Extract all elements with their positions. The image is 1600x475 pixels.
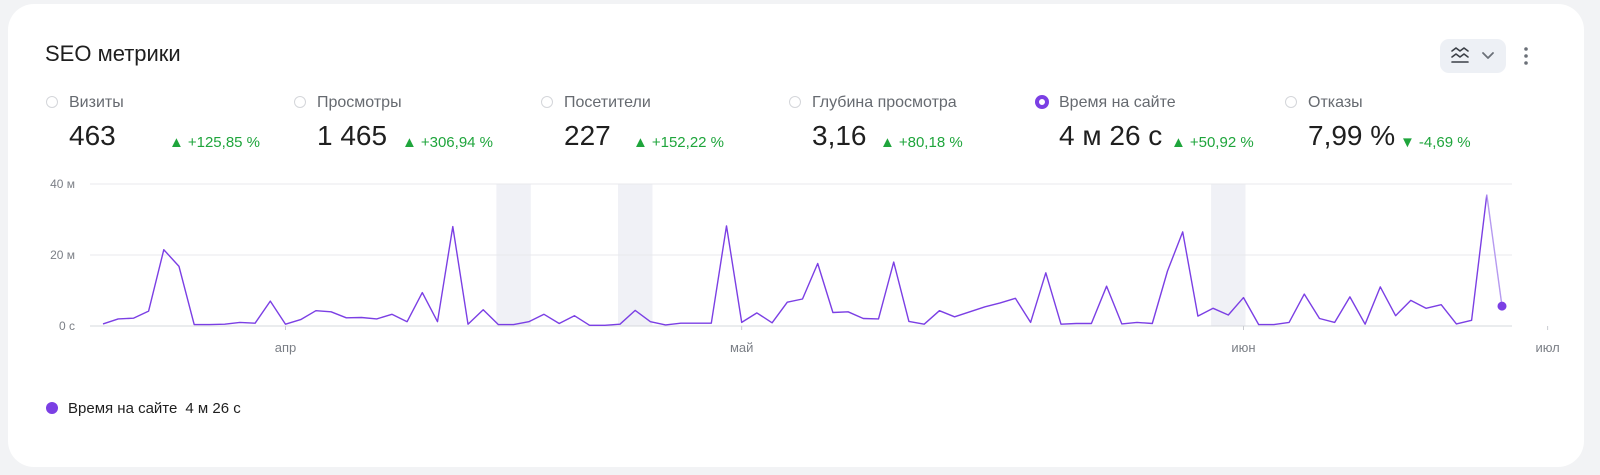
x-tick-label: апр	[275, 340, 297, 355]
metric-pageviews[interactable]: Просмотры 1 465 ▲ +306,94 %	[294, 92, 534, 164]
metric-delta: ▲ +80,18 %	[880, 134, 963, 151]
metric-label: Время на сайте	[1059, 94, 1176, 111]
card-title: SEO метрики	[45, 41, 181, 66]
metric-delta-value: +152,22 %	[651, 134, 725, 151]
legend-label: Время на сайте	[68, 400, 178, 417]
metric-delta-value: +80,18 %	[898, 134, 963, 151]
legend-dot	[46, 402, 58, 414]
chevron-down-icon	[1482, 52, 1494, 59]
chart-view-switch-button[interactable]	[1440, 39, 1506, 73]
metric-radio-selected[interactable]	[1035, 95, 1049, 109]
x-tick-label: июл	[1535, 340, 1559, 355]
metric-radio[interactable]	[294, 96, 306, 108]
metric-page-depth[interactable]: Глубина просмотра 3,16 ▲ +80,18 %	[789, 92, 1029, 164]
metric-radio[interactable]	[541, 96, 553, 108]
metric-users[interactable]: Посетители 227 ▲ +152,22 %	[541, 92, 781, 164]
metric-delta: ▲ +125,85 %	[169, 134, 260, 151]
last-point-marker	[1497, 301, 1507, 311]
metric-label: Посетители	[564, 94, 651, 111]
trend-up-icon: ▲	[880, 134, 895, 151]
metric-delta-value: +125,85 %	[187, 134, 261, 151]
metric-delta-value: +306,94 %	[420, 134, 494, 151]
metric-value: 7,99 %	[1308, 120, 1396, 151]
metric-radio[interactable]	[789, 96, 801, 108]
metric-value: 3,16	[812, 120, 867, 151]
metric-value: 1 465	[317, 120, 388, 151]
metric-value: 227	[564, 120, 611, 151]
metric-delta: ▲ +152,22 %	[633, 134, 724, 151]
metric-label: Просмотры	[317, 94, 402, 111]
trend-up-icon: ▲	[633, 134, 648, 151]
chart-legend: Время на сайте 4 м 26 с	[46, 400, 241, 420]
metric-visits[interactable]: Визиты 463 ▲ +125,85 %	[46, 92, 286, 164]
legend-value: 4 м 26 с	[185, 400, 241, 417]
more-options-button[interactable]	[1516, 41, 1536, 71]
metric-label: Визиты	[69, 94, 124, 111]
chart-type-icon	[1451, 47, 1494, 63]
y-tick-label: 20 м	[50, 248, 75, 262]
metric-label: Глубина просмотра	[812, 94, 957, 111]
metric-delta: ▼ -4,69 %	[1400, 134, 1471, 151]
x-tick-label: май	[730, 340, 753, 355]
series-line-time-on-site	[102, 194, 1488, 326]
metric-radio[interactable]	[1285, 96, 1297, 108]
metric-value: 4 м 26 с	[1059, 120, 1163, 151]
metric-delta: ▲ +306,94 %	[402, 134, 493, 151]
metric-delta-value: -4,69 %	[1418, 134, 1471, 151]
metric-delta: ▲ +50,92 %	[1171, 134, 1254, 151]
seo-metrics-card: SEO метрики Визиты 463 ▲ +125,85 % Просмо…	[8, 4, 1584, 467]
metric-delta-value: +50,92 %	[1189, 134, 1254, 151]
trend-up-icon: ▲	[1171, 134, 1186, 151]
trend-down-icon: ▼	[1400, 134, 1415, 151]
x-tick-label: июн	[1231, 340, 1255, 355]
trend-up-icon: ▲	[169, 134, 184, 151]
y-tick-label: 40 м	[50, 177, 75, 191]
metric-label: Отказы	[1308, 94, 1363, 111]
metric-value: 463	[69, 120, 116, 151]
metric-bounce-rate[interactable]: Отказы 7,99 % ▼ -4,69 %	[1285, 92, 1525, 164]
more-vertical-icon	[1524, 47, 1528, 65]
metric-radio[interactable]	[46, 96, 58, 108]
time-on-site-chart: 0 с 20 м 40 м апр май июн июл	[50, 177, 1560, 355]
y-tick-label: 0 с	[59, 319, 75, 333]
metric-time-on-site[interactable]: Время на сайте 4 м 26 с ▲ +50,92 %	[1035, 92, 1276, 164]
trend-up-icon: ▲	[402, 134, 417, 151]
series-line-incomplete	[1486, 194, 1503, 307]
